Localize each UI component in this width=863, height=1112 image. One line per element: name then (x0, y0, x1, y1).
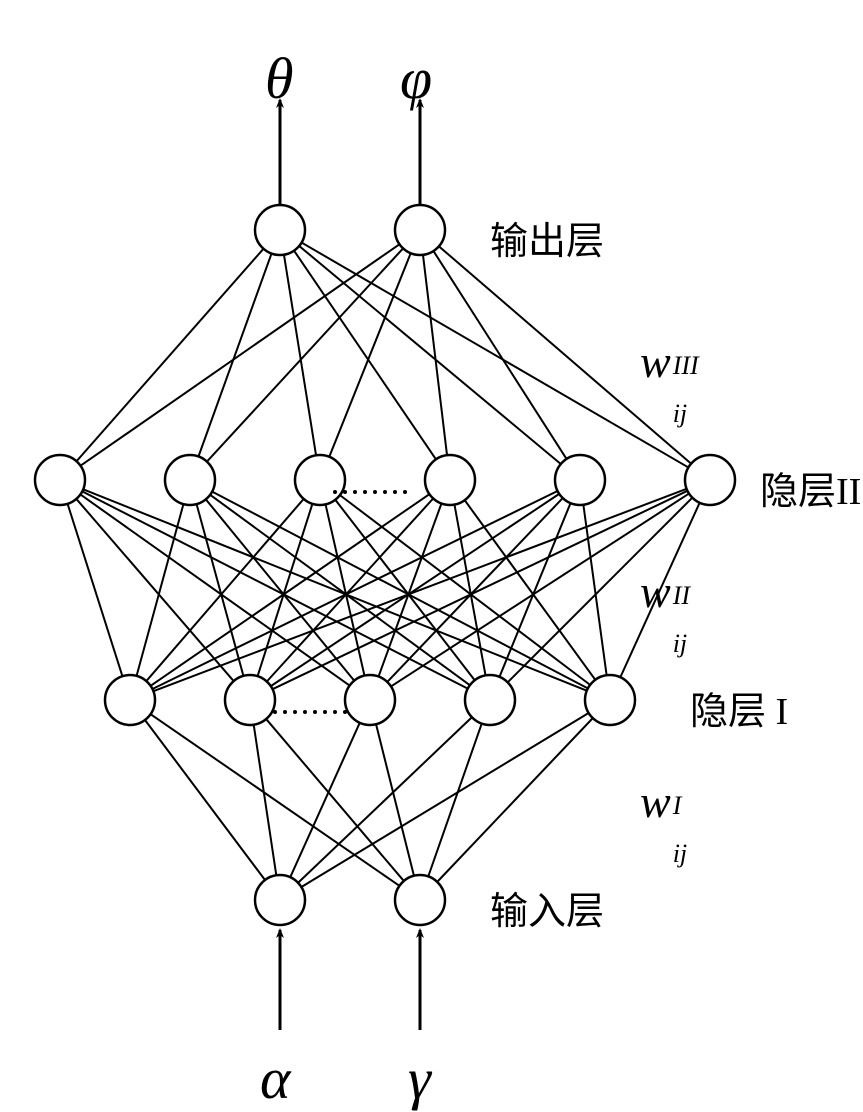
input-layer-label: 输入层 (490, 880, 604, 935)
edge (152, 491, 557, 689)
edge (379, 503, 442, 676)
ellipsis-dot (293, 710, 297, 714)
edge (428, 724, 481, 877)
ellipsis-dot (333, 490, 337, 494)
ellipsis-dot (403, 490, 407, 494)
input-alpha-label: α (260, 1045, 290, 1112)
ellipsis-dot (273, 710, 277, 714)
input-node (255, 875, 305, 925)
edge (83, 489, 587, 690)
edge (302, 243, 689, 468)
output-theta-label: θ (265, 45, 294, 112)
hidden1-node (465, 675, 515, 725)
hidden2-node (685, 455, 735, 505)
hidden1-layer-label: 隐层 I (690, 680, 788, 735)
input-node (395, 875, 445, 925)
ellipsis-dot (353, 490, 357, 494)
ellipsis-dot (323, 710, 327, 714)
edge (433, 251, 566, 459)
ellipsis-dot (283, 710, 287, 714)
ellipsis-dot (343, 710, 347, 714)
hidden2-node (35, 455, 85, 505)
edge (271, 494, 559, 686)
output-node (395, 205, 445, 255)
edge (423, 255, 447, 455)
edge (376, 724, 414, 875)
edge (284, 255, 316, 456)
edge (499, 503, 570, 677)
edge (81, 244, 400, 465)
output-layer-label: 输出层 (490, 210, 604, 265)
output-node (255, 205, 305, 255)
weight-w3-label: wIIIij (640, 335, 671, 388)
edge (437, 718, 593, 882)
input-gamma-label: γ (408, 1045, 431, 1112)
weight-w2-label: wIIij (640, 565, 671, 618)
edge (301, 713, 588, 887)
edges-group (68, 243, 700, 887)
edge (212, 492, 588, 689)
hidden2-node (295, 455, 345, 505)
hidden2-node (425, 455, 475, 505)
edge (254, 725, 277, 876)
edge (290, 723, 359, 877)
hidden1-node (585, 675, 635, 725)
ellipsis-dot (393, 490, 397, 494)
hidden1-node (345, 675, 395, 725)
network-diagram (0, 0, 863, 1104)
hidden1-node (105, 675, 155, 725)
weight-w1-label: wIij (640, 775, 671, 828)
hidden2-layer-label: 隐层II (760, 460, 861, 515)
edge (137, 504, 184, 676)
edge (153, 489, 686, 691)
edge (76, 499, 233, 681)
hidden2-node (165, 455, 215, 505)
ellipsis-dot (363, 490, 367, 494)
edge (145, 720, 265, 880)
ellipsis-dot (383, 490, 387, 494)
hidden2-node (555, 455, 605, 505)
hidden1-node (225, 675, 275, 725)
edge (68, 504, 123, 676)
edge (198, 254, 271, 457)
edge (340, 495, 590, 685)
edge (294, 251, 436, 460)
output-phi-label: φ (400, 45, 432, 112)
ellipsis-dot (343, 490, 347, 494)
edge (267, 498, 433, 681)
ellipsis-dot (373, 490, 377, 494)
ellipsis-dot (303, 710, 307, 714)
edge (465, 500, 596, 680)
edge (266, 719, 404, 881)
ellipsis-dot (333, 710, 337, 714)
edge (80, 494, 349, 685)
ellipsis-dot (313, 710, 317, 714)
